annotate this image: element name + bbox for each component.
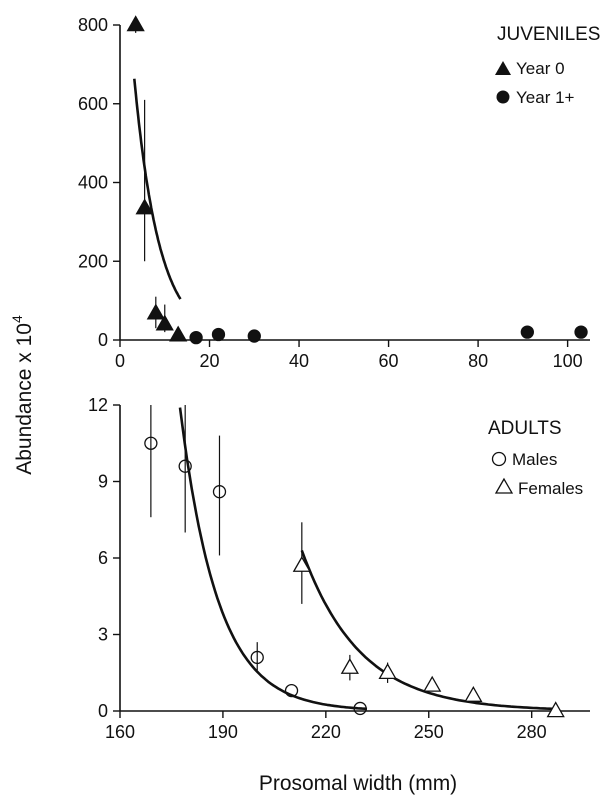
data-point-males (144, 436, 158, 450)
legend-juveniles: JUVENILES Year 0 Year 1+ (495, 24, 600, 107)
data-point-year-0 (135, 198, 154, 215)
data-point-year-0 (126, 15, 145, 32)
data-point-females (464, 685, 483, 702)
legend-adults-title: ADULTS (488, 418, 562, 439)
legend-year0-label: Year 0 (516, 59, 565, 78)
data-point-year-1- (247, 329, 261, 343)
data-point-year-0 (146, 303, 165, 320)
data-point-females (292, 555, 311, 572)
y-axis-title-superscript: 4 (9, 315, 25, 323)
y-tick-label: 9 (98, 472, 108, 492)
y-axis-title-text: Abundance x 10 (13, 323, 36, 475)
panel-juveniles: 0 200 400 600 800 0 20 40 60 80 100 (78, 15, 590, 371)
data-point-males (212, 485, 227, 499)
y-tick-label: 400 (78, 173, 108, 193)
data-point-males (284, 683, 299, 698)
x-tick-label: 100 (553, 351, 583, 371)
x-tick-label: 60 (379, 351, 399, 371)
data-point-year-0 (155, 314, 174, 331)
x-tick-label: 0 (115, 351, 125, 371)
x-tick-label: 40 (289, 351, 309, 371)
data-point-year-0 (169, 325, 188, 342)
legend-year0-marker (495, 61, 511, 75)
data-point-females (378, 663, 397, 679)
x-tick-label: 80 (468, 351, 488, 371)
legend-year1-marker (496, 90, 510, 104)
x-tick-label: 20 (200, 351, 220, 371)
y-tick-label: 0 (98, 701, 108, 721)
x-tick-label: 220 (311, 722, 341, 742)
legend-females-label: Females (518, 479, 583, 498)
legend-juveniles-title: JUVENILES (497, 24, 600, 45)
data-point-year-1- (574, 325, 588, 339)
legend-females-marker (494, 477, 514, 494)
data-point-males (250, 650, 264, 665)
y-tick-label: 200 (78, 251, 108, 271)
data-point-females (340, 657, 359, 674)
fit-curve (178, 407, 368, 711)
x-axis-title: Prosomal width (mm) (259, 772, 457, 795)
data-point-year-1- (211, 327, 226, 342)
y-axis-title: Abundance x 104 (9, 315, 36, 475)
y-tick-label: 3 (98, 625, 108, 645)
data-point-year-1- (189, 330, 203, 345)
y-tick-label: 12 (88, 395, 108, 415)
y-tick-label: 600 (78, 94, 108, 114)
panel-adults: 0 3 6 9 12 160 190 220 250 280 (88, 395, 590, 742)
data-point-females (546, 701, 565, 718)
legend-males-marker (491, 451, 507, 467)
fit-curve (133, 78, 182, 300)
legend-year1-label: Year 1+ (516, 88, 575, 107)
x-tick-label: 250 (414, 722, 444, 742)
fit-curve (300, 549, 560, 711)
x-tick-label: 160 (105, 722, 135, 742)
data-point-year-1- (520, 325, 534, 339)
x-tick-label: 280 (517, 722, 547, 742)
data-point-males (353, 701, 367, 716)
legend-adults: ADULTS Males Females (488, 418, 583, 498)
y-tick-label: 6 (98, 548, 108, 568)
legend-males-label: Males (512, 450, 557, 469)
data-point-males (178, 459, 192, 473)
y-tick-label: 800 (78, 15, 108, 35)
y-tick-label: 0 (98, 330, 108, 350)
x-tick-label: 190 (208, 722, 238, 742)
data-point-females (423, 675, 442, 692)
